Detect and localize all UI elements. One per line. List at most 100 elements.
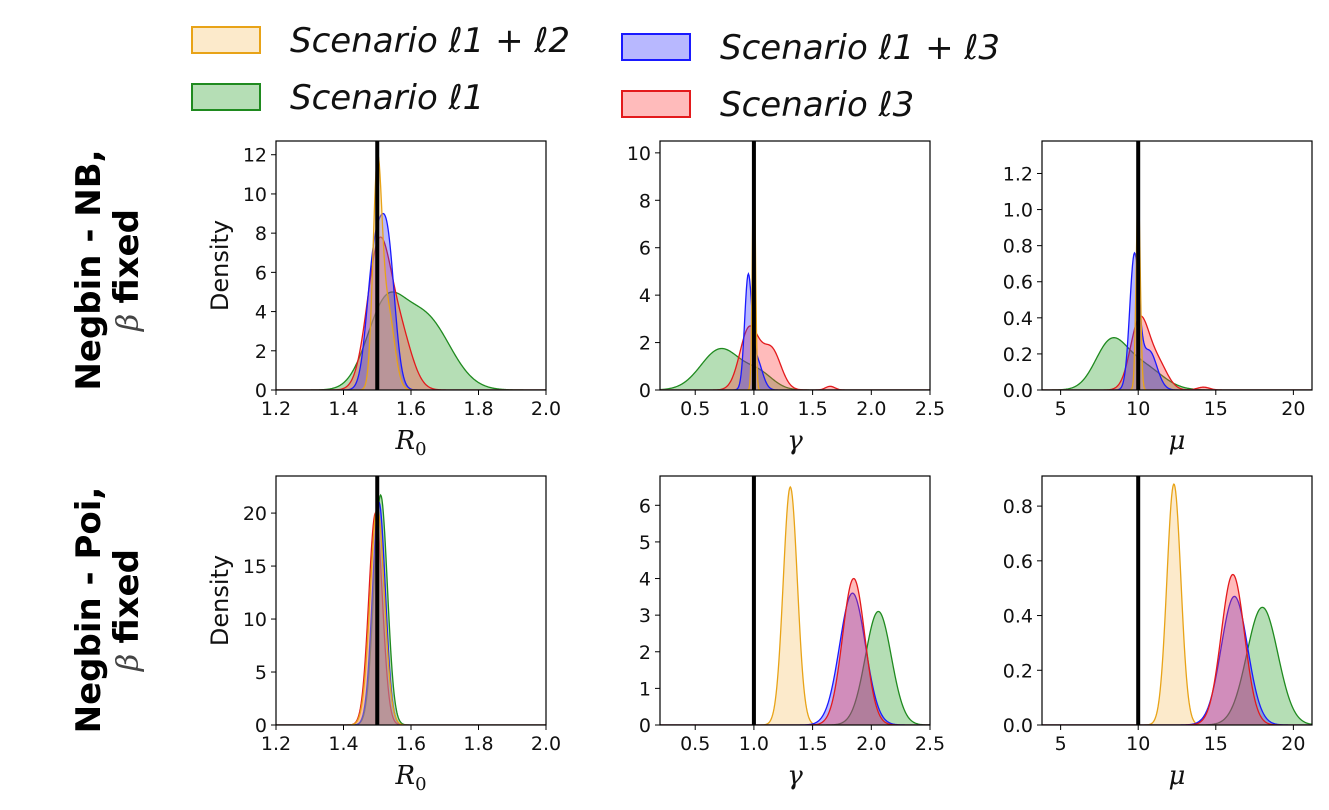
panel-1-1-xtick-label: 1.5 bbox=[797, 733, 827, 755]
panel-1-2-ytick-label: 0.4 bbox=[1003, 606, 1033, 628]
panel-1-1-xlabel: γ bbox=[787, 761, 803, 791]
panel-0-2-ytick-label: 0.4 bbox=[1003, 308, 1033, 330]
panel-1-1-ytick-label: 2 bbox=[639, 642, 651, 664]
panel-0-2-xtick-label: 10 bbox=[1126, 398, 1150, 420]
panel-1-2-ytick-label: 0.8 bbox=[1003, 496, 1033, 518]
panel-0-1-density-line-l3 bbox=[660, 325, 930, 390]
legend-label-l3: Scenario ℓ3 bbox=[720, 85, 914, 125]
panel-1-0-density-fill-l1l3 bbox=[276, 502, 546, 725]
panel-1-0-xtick-label: 1.6 bbox=[396, 733, 426, 755]
panel-0-1: 0.5 1.0 1.5 2.0 2.5 0 2 4 6 8 10 γ bbox=[627, 140, 945, 456]
panel-0-1-ytick-label: 10 bbox=[627, 143, 651, 165]
panel-1-2-xtick-label: 15 bbox=[1204, 733, 1228, 755]
panel-0-0-ytick-label: 8 bbox=[255, 223, 267, 245]
panel-0-0-xtick-label: 1.2 bbox=[261, 398, 291, 420]
panel-1-0-ylabel: Density bbox=[206, 555, 234, 646]
panel-0-1-ytick-label: 2 bbox=[639, 333, 651, 355]
panel-0-2-ytick-label: 0.2 bbox=[1003, 344, 1033, 366]
panel-1-1-curves bbox=[660, 485, 930, 725]
panel-1-0-ytick-label: 20 bbox=[243, 503, 267, 525]
panel-0-1-ytick-label: 4 bbox=[639, 285, 651, 307]
legend-label-l1: Scenario ℓ1 bbox=[290, 78, 484, 118]
panel-1-1-xtick-label: 2.0 bbox=[856, 733, 886, 755]
panel-1-2-xtick-label: 20 bbox=[1281, 733, 1305, 755]
panel-0-2-density-fill-l1 bbox=[1042, 337, 1312, 390]
panel-1-0-xtick-label: 1.8 bbox=[463, 733, 493, 755]
panel-0-2-curves bbox=[1042, 190, 1312, 390]
panel-0-1-density-fill-l1l2 bbox=[660, 152, 930, 390]
panel-1-0-ytick-label: 0 bbox=[255, 715, 267, 737]
panel-0-2-density-line-l1 bbox=[1042, 337, 1312, 390]
panel-0-2-density-fill-l1l2 bbox=[1042, 191, 1312, 390]
panel-0-2-density-fill-l3 bbox=[1042, 316, 1312, 390]
panel-1-2-ytick-label: 0.2 bbox=[1003, 660, 1033, 682]
panel-0-1-xtick-label: 1.5 bbox=[797, 398, 827, 420]
panel-1-2-curves bbox=[1042, 483, 1312, 725]
panel-1-0-axes-frame bbox=[275, 475, 547, 726]
panel-1-2-xlabel: μ bbox=[1169, 761, 1186, 791]
panel-0-2-ytick-label: 1.2 bbox=[1003, 163, 1033, 185]
panel-1-2-density-line-l1 bbox=[1042, 606, 1312, 725]
row-label-nb-subtitle: β fixed bbox=[107, 209, 147, 332]
panel-1-2: 5 10 15 20 0.0 0.2 0.4 0.6 0.8 μ bbox=[1003, 475, 1313, 791]
row-label-nb-beta: β bbox=[111, 314, 146, 332]
panel-1-1-density-fill-l3 bbox=[660, 578, 930, 725]
panel-0-0-xtick-label: 1.8 bbox=[463, 398, 493, 420]
row-label-nb-fixed: fixed bbox=[107, 209, 147, 304]
panel-0-1-density-line-l1 bbox=[660, 347, 930, 390]
panel-0-1-xtick-label: 1.0 bbox=[739, 398, 769, 420]
panel-0-1-curves bbox=[660, 152, 930, 390]
panel-0-0-ytick-label: 2 bbox=[255, 341, 267, 363]
panel-1-1: 0.5 1.0 1.5 2.0 2.5 0 1 2 3 4 5 6 γ bbox=[639, 475, 945, 791]
panel-0-0-ytick-label: 6 bbox=[255, 262, 267, 284]
panel-1-0-curves bbox=[276, 493, 546, 725]
panel-1-0-xtick-label: 2.0 bbox=[531, 733, 561, 755]
panel-0-0-curves bbox=[276, 152, 546, 390]
panel-1-1-axes-frame bbox=[659, 475, 931, 726]
panel-1-0-ytick-label: 5 bbox=[255, 662, 267, 684]
panel-0-1-xtick-label: 2.5 bbox=[915, 398, 945, 420]
panel-1-1-xtick-label: 2.5 bbox=[915, 733, 945, 755]
panel-0-0: 1.2 1.4 1.6 1.8 2.0 0 2 4 6 8 10 12 R0 Density bbox=[206, 140, 561, 460]
panel-0-1-axes-frame bbox=[659, 140, 931, 391]
row-label-poi-subtitle: β fixed bbox=[107, 549, 147, 672]
panel-0-0-ytick-label: 4 bbox=[255, 302, 267, 324]
panel-1-1-density-line-l3 bbox=[660, 577, 930, 725]
panel-0-2-ytick-label: 0.0 bbox=[1003, 380, 1033, 402]
panel-0-0-density-line-l3 bbox=[276, 236, 546, 390]
row-label-nb-title: Negbin - NB, bbox=[69, 149, 109, 390]
panel-1-2-xtick-label: 5 bbox=[1055, 733, 1067, 755]
panel-1-1-density-fill-l1l2 bbox=[660, 486, 930, 725]
panel-1-1-ytick-label: 4 bbox=[639, 569, 651, 591]
panel-1-2-density-line-l1l2 bbox=[1042, 483, 1312, 725]
panel-1-0-density-line-l1 bbox=[276, 493, 546, 725]
panel-0-2-xtick-label: 5 bbox=[1055, 398, 1067, 420]
panel-1-1-density-line-l1l2 bbox=[660, 485, 930, 725]
panel-0-1-ytick-label: 0 bbox=[639, 380, 651, 402]
panel-0-0-xtick-label: 1.6 bbox=[396, 398, 426, 420]
row-label-poi-fixed: fixed bbox=[107, 549, 147, 644]
panel-1-0-density-line-l1l3 bbox=[276, 501, 546, 725]
panel-0-2-density-line-l3 bbox=[1042, 315, 1312, 390]
legend-label-l1l2: Scenario ℓ1 + ℓ2 bbox=[290, 21, 570, 61]
panel-0-2-ytick-label: 0.8 bbox=[1003, 236, 1033, 258]
panel-1-1-ytick-label: 6 bbox=[639, 495, 651, 517]
panel-1-2-axes-frame bbox=[1041, 475, 1313, 726]
panel-0-2-density-fill-l1l3 bbox=[1042, 252, 1312, 390]
legend: Scenario ℓ1 + ℓ2 Scenario ℓ1 Scenario ℓ1… bbox=[191, 21, 1000, 125]
panel-0-1-ytick-label: 6 bbox=[639, 238, 651, 260]
panel-1-0-density-fill-l3 bbox=[276, 513, 546, 725]
row-label-poi-beta: β bbox=[111, 654, 146, 672]
panel-1-2-ytick-label: 0.0 bbox=[1003, 715, 1033, 737]
panel-0-0-xtick-label: 2.0 bbox=[531, 398, 561, 420]
panel-1-0: 1.2 1.4 1.6 1.8 2.0 0 5 10 15 20 R0 Density bbox=[206, 475, 561, 795]
panel-0-0-ylabel: Density bbox=[206, 220, 234, 311]
panel-0-0-xtick-label: 1.4 bbox=[328, 398, 358, 420]
panel-0-0-ytick-label: 10 bbox=[243, 184, 267, 206]
panel-0-0-xlabel: R0 bbox=[394, 426, 426, 460]
panel-1-0-ytick-label: 10 bbox=[243, 609, 267, 631]
legend-label-l1l3: Scenario ℓ1 + ℓ3 bbox=[720, 28, 1000, 68]
panel-1-0-density-line-l1l2 bbox=[276, 506, 546, 725]
panel-1-1-ytick-label: 3 bbox=[639, 605, 651, 627]
row-label-poi: Negbin - Poi, β fixed bbox=[69, 487, 147, 734]
